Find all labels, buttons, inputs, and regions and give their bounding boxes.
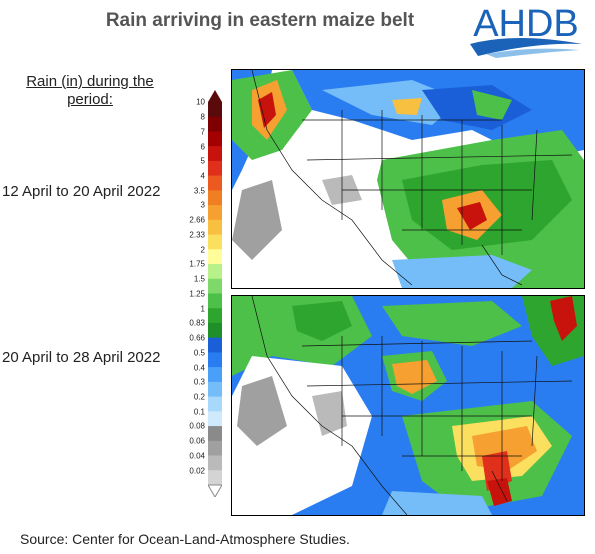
scale-tick-label: 3.5 xyxy=(193,186,205,196)
scale-tick-label: 0.83 xyxy=(189,318,205,328)
scale-swatch xyxy=(208,426,222,442)
scale-tick-label: 0.06 xyxy=(189,436,205,446)
scale-tick-label: 2 xyxy=(200,245,205,255)
scale-swatch xyxy=(208,455,222,471)
scale-tick-label: 0.5 xyxy=(193,348,205,358)
scale-tick-label: 3 xyxy=(200,200,205,210)
scale-tick-label: 1.75 xyxy=(189,259,205,269)
scale-tick-label: 6 xyxy=(200,142,205,152)
scale-tick-label: 2.33 xyxy=(189,230,205,240)
scale-swatch xyxy=(208,264,222,280)
scale-swatch xyxy=(208,337,222,353)
scale-tick-label: 2.66 xyxy=(189,215,205,225)
scale-swatch xyxy=(208,440,222,456)
scale-swatch xyxy=(208,116,222,132)
scale-swatch xyxy=(208,234,222,250)
scale-swatch xyxy=(208,219,222,235)
scale-swatch xyxy=(208,205,222,221)
scale-tick-label: 0.1 xyxy=(193,407,205,417)
color-scale-bar xyxy=(208,90,222,497)
scale-swatch xyxy=(208,381,222,397)
scale-tick-label: 7 xyxy=(200,127,205,137)
scale-tick-label: 0.08 xyxy=(189,421,205,431)
scale-swatch xyxy=(208,160,222,176)
scale-swatch xyxy=(208,411,222,427)
rain-map-2 xyxy=(231,295,585,516)
logo-text: AHDB xyxy=(473,3,579,45)
rain-map-1 xyxy=(231,69,585,289)
scale-swatch xyxy=(208,470,222,486)
scale-tick-label: 0.3 xyxy=(193,377,205,387)
page-title: Rain arriving in eastern maize belt xyxy=(105,10,415,31)
scale-swatch xyxy=(208,278,222,294)
scale-swatch xyxy=(208,146,222,162)
source-note: Source: Center for Ocean-Land-Atmosphere… xyxy=(20,531,350,547)
period-label-2: 20 April to 28 April 2022 xyxy=(2,349,161,366)
scale-tick-label: 1.25 xyxy=(189,289,205,299)
scale-tick-label: 0.02 xyxy=(189,466,205,476)
scale-tick-label: 0.04 xyxy=(189,451,205,461)
scale-tick-label: 0.4 xyxy=(193,363,205,373)
scale-swatch xyxy=(208,322,222,338)
scale-swatch xyxy=(208,131,222,147)
scale-tick-label: 0.66 xyxy=(189,333,205,343)
ahdb-logo: AHDB xyxy=(466,2,586,60)
legend-title: Rain (in) during the period: xyxy=(26,73,154,108)
scale-swatch xyxy=(208,396,222,412)
scale-top-arrow xyxy=(208,90,222,102)
scale-swatch xyxy=(208,293,222,309)
scale-swatch xyxy=(208,249,222,265)
scale-bottom-arrow xyxy=(208,484,222,497)
scale-swatch xyxy=(208,308,222,324)
scale-swatch xyxy=(208,367,222,383)
scale-tick-label: 1.5 xyxy=(193,274,205,284)
scale-tick-label: 10 xyxy=(196,97,205,107)
scale-swatch xyxy=(208,352,222,368)
scale-tick-label: 0.2 xyxy=(193,392,205,402)
scale-swatch xyxy=(208,190,222,206)
scale-tick-label: 5 xyxy=(200,156,205,166)
scale-swatch xyxy=(208,102,222,118)
scale-tick-label: 8 xyxy=(200,112,205,122)
period-label-1: 12 April to 20 April 2022 xyxy=(2,183,161,200)
scale-swatch xyxy=(208,175,222,191)
scale-tick-label: 1 xyxy=(200,304,205,314)
scale-tick-label: 4 xyxy=(200,171,205,181)
